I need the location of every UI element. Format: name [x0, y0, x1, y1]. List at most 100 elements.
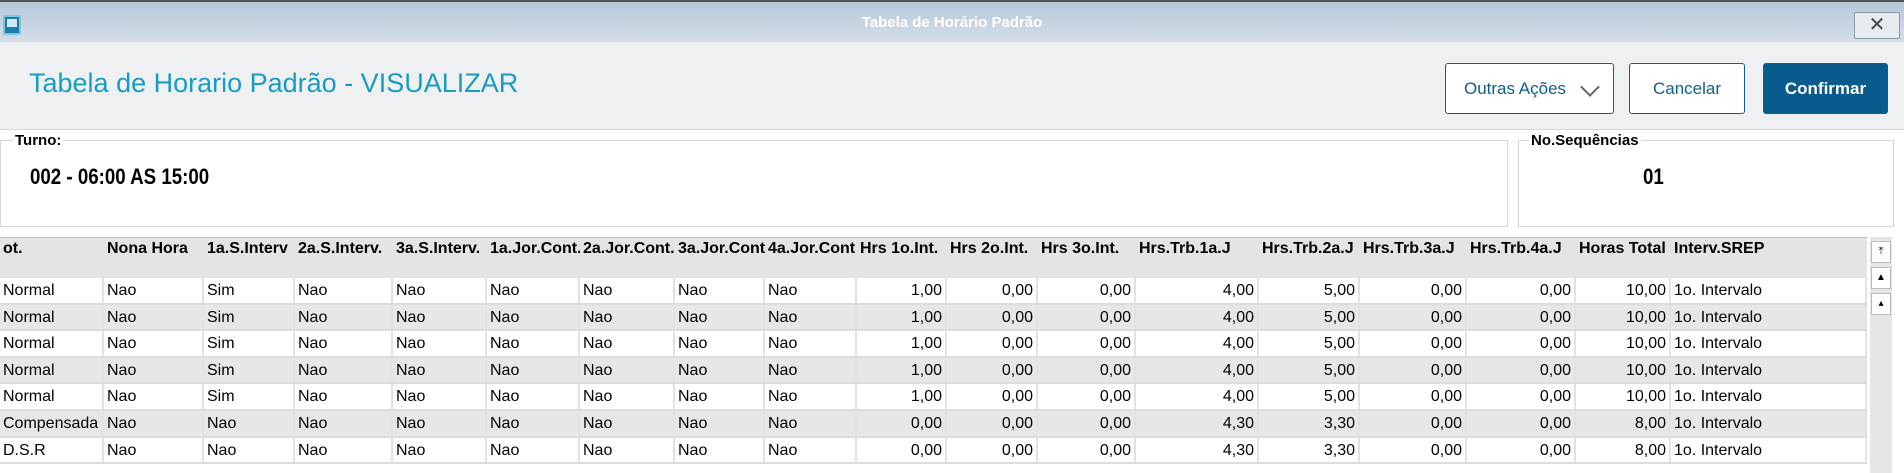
table-cell: 10,00 [1576, 331, 1671, 356]
page-header: Tabela de Horario Padrão - VISUALIZAR Ou… [0, 42, 1904, 130]
table-row[interactable]: Normal Nao Sim Nao Nao Nao Nao Nao Nao 1,00 0,00 0,… [0, 331, 1867, 358]
table-cell: 0,00 [1467, 278, 1576, 303]
scroll-page-up-icon[interactable]: ▲ [1871, 267, 1891, 289]
table-header: ot. Nona Hora 1a.S.Interv 2a.S.Interv. 3a.S.… [0, 238, 1867, 278]
column-header[interactable]: Horas Total [1579, 240, 1666, 257]
table-cell: 8,00 [1576, 437, 1671, 463]
table-cell: Nao [393, 384, 487, 409]
table-cell: Nao [104, 384, 204, 409]
table-cell: Nao [295, 331, 393, 356]
table-cell: 0,00 [947, 357, 1038, 383]
close-button[interactable]: ✕ [1854, 12, 1900, 39]
column-header[interactable]: Hrs.Trb.1a.J [1139, 240, 1231, 257]
table-cell: Nao [580, 331, 675, 356]
table-cell: 1o. Intervalo [1671, 304, 1867, 330]
table-cell: 1o. Intervalo [1671, 357, 1867, 383]
table-cell: Nao [204, 437, 295, 463]
table-cell: 0,00 [1360, 357, 1467, 383]
cancel-button[interactable]: Cancelar [1629, 63, 1745, 114]
table-cell: Nao [104, 331, 204, 356]
table-cell: Nao [675, 437, 765, 463]
column-header[interactable]: 2a.S.Interv. [298, 240, 383, 257]
table-row[interactable]: Normal Nao Sim Nao Nao Nao Nao Nao Nao 1,00 0,00 0,… [0, 357, 1867, 385]
table-cell: 10,00 [1576, 384, 1671, 409]
table-cell: Nao [675, 384, 765, 409]
column-header[interactable]: ot. [3, 240, 23, 257]
column-header[interactable]: Hrs.Trb.4a.J [1470, 240, 1562, 257]
table-cell: Nao [580, 304, 675, 330]
table-cell: 4,00 [1136, 357, 1259, 383]
scroll-top-icon[interactable]: ⤒ [1871, 241, 1891, 263]
column-header[interactable]: 3a.S.Interv. [396, 240, 481, 257]
table-row[interactable]: Normal Nao Sim Nao Nao Nao Nao Nao Nao 1,00 0,00 0,… [0, 304, 1867, 332]
column-header[interactable]: Hrs 1o.Int. [860, 240, 939, 257]
column-header[interactable]: Hrs 2o.Int. [950, 240, 1029, 257]
table-cell: 0,00 [1467, 410, 1576, 436]
table-cell: 0,00 [1360, 331, 1467, 356]
column-header[interactable]: Nona Hora [107, 240, 188, 257]
chevron-down-icon [1580, 77, 1600, 97]
table-cell: Nao [393, 331, 487, 356]
table-cell: Nao [487, 304, 580, 330]
table-cell: Nao [393, 437, 487, 463]
table-cell: 1,00 [857, 331, 947, 356]
table-cell: 8,00 [1576, 410, 1671, 436]
column-header[interactable]: Hrs.Trb.2a.J [1262, 240, 1354, 257]
table-cell: Nao [675, 278, 765, 303]
table-cell: 0,00 [1467, 437, 1576, 463]
table-cell: Sim [204, 278, 295, 303]
column-header[interactable]: Interv.SREP [1674, 240, 1765, 257]
table-row[interactable]: Normal Nao Sim Nao Nao Nao Nao Nao Nao 1,00 0,00 0,… [0, 278, 1867, 305]
title-bar: Tabela de Horário Padrão ✕ [0, 0, 1904, 42]
table-cell: 0,00 [947, 331, 1038, 356]
table-cell: 4,00 [1136, 278, 1259, 303]
table-row[interactable]: D.S.R Nao Nao Nao Nao Nao Nao Nao Nao 0,00 0,00 0,0… [0, 437, 1867, 465]
table-cell: Nao [765, 437, 857, 463]
table-cell: 1,00 [857, 304, 947, 330]
table-cell: 0,00 [947, 437, 1038, 463]
table-cell: Nao [487, 410, 580, 436]
table-cell: 0,00 [1360, 384, 1467, 409]
table-cell: 0,00 [1360, 278, 1467, 303]
table-cell: 0,00 [947, 278, 1038, 303]
table-cell: 5,00 [1259, 278, 1360, 303]
column-header[interactable]: 1a.Jor.Cont. [490, 240, 580, 257]
table-cell: 0,00 [1038, 384, 1136, 409]
table-cell: 0,00 [1467, 357, 1576, 383]
column-header[interactable]: Hrs.Trb.3a.J [1363, 240, 1455, 257]
column-header[interactable]: 2a.Jor.Cont. [583, 240, 675, 257]
table-row[interactable]: Normal Nao Sim Nao Nao Nao Nao Nao Nao 1,00 0,00 0,… [0, 384, 1867, 411]
table-cell: 0,00 [1467, 331, 1576, 356]
table-row[interactable]: Compensada Nao Nao Nao Nao Nao Nao Nao Nao 0,00 0,… [0, 410, 1867, 438]
table-cell: Nao [204, 410, 295, 436]
table-cell: Nao [487, 331, 580, 356]
table-cell: Nao [675, 331, 765, 356]
schedule-table[interactable]: ot. Nona Hora 1a.S.Interv 2a.S.Interv. 3a.S.… [0, 237, 1867, 465]
vertical-scrollbar[interactable]: ⤒ ▲ ▴ [1870, 237, 1892, 473]
column-header[interactable]: 4a.Jor.Cont [768, 240, 856, 257]
table-cell: 0,00 [1360, 304, 1467, 330]
table-cell: Nao [104, 410, 204, 436]
column-header[interactable]: Hrs 3o.Int. [1041, 240, 1120, 257]
confirm-button[interactable]: Confirmar [1763, 63, 1888, 114]
sequencias-field: No.Sequências 01 [1518, 132, 1894, 227]
table-cell: Nao [295, 384, 393, 409]
table-cell: 4,00 [1136, 331, 1259, 356]
column-header[interactable]: 3a.Jor.Cont [678, 240, 765, 257]
table-cell: Nao [104, 278, 204, 303]
scroll-up-icon[interactable]: ▴ [1871, 293, 1891, 315]
table-cell: Nao [104, 357, 204, 383]
table-cell: 4,00 [1136, 304, 1259, 330]
table-cell: 1o. Intervalo [1671, 278, 1867, 303]
table-cell: 1o. Intervalo [1671, 384, 1867, 409]
app-window-icon [3, 15, 21, 35]
table-cell: Nao [295, 278, 393, 303]
table-cell: Compensada [0, 410, 104, 436]
table-cell: 3,30 [1259, 410, 1360, 436]
column-header[interactable]: 1a.S.Interv [207, 240, 288, 257]
table-cell: Normal [0, 384, 104, 409]
table-cell: Nao [580, 384, 675, 409]
table-cell: 5,00 [1259, 357, 1360, 383]
outras-acoes-button[interactable]: Outras Ações [1445, 63, 1614, 114]
table-cell: 0,00 [1467, 304, 1576, 330]
